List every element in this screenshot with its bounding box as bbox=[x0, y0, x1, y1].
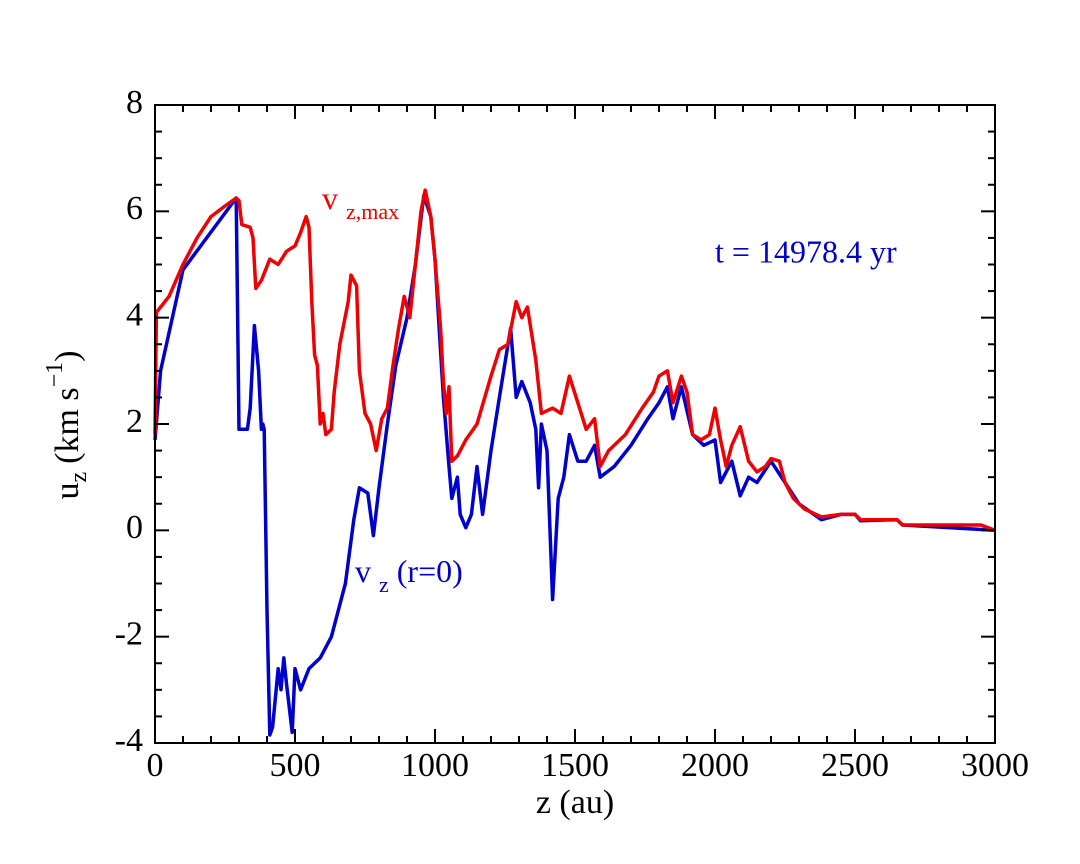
series-label-sub: z bbox=[379, 572, 389, 597]
x-axis-title: z (au) bbox=[536, 784, 614, 821]
x-tick-label: 2000 bbox=[681, 747, 749, 784]
y-axis-title-sub: z bbox=[66, 472, 92, 483]
y-tick-label: -4 bbox=[115, 722, 143, 759]
series-label: v z (r=0) bbox=[355, 553, 463, 597]
x-tick-label: 3000 bbox=[961, 747, 1029, 784]
x-tick-label: 2500 bbox=[821, 747, 889, 784]
y-tick-label: 4 bbox=[126, 296, 143, 333]
annotation: t = 14978.4 yr bbox=[715, 233, 897, 269]
y-tick-label: 0 bbox=[126, 509, 143, 546]
y-tick-label: 6 bbox=[126, 190, 143, 227]
x-tick-label: 500 bbox=[270, 747, 321, 784]
y-axis-title-main: u bbox=[49, 483, 86, 500]
y-axis-title-close: ) bbox=[49, 350, 86, 361]
series-label-main: v bbox=[355, 553, 371, 589]
x-tick-label: 0 bbox=[147, 747, 164, 784]
y-tick-label: 8 bbox=[126, 84, 143, 121]
series-label-sub: z,max bbox=[346, 199, 399, 224]
y-axis-title-sup: −1 bbox=[42, 362, 68, 388]
series-label-after: (r=0) bbox=[397, 553, 463, 589]
data-line bbox=[153, 188, 996, 532]
series-label: v z,max bbox=[322, 180, 399, 224]
plot-frame bbox=[154, 104, 996, 744]
x-tick-label: 1500 bbox=[541, 747, 609, 784]
y-axis-title: uz (km s−1) bbox=[42, 350, 92, 499]
y-axis-title-unit: (km s bbox=[49, 387, 86, 464]
x-tick-label: 1000 bbox=[401, 747, 469, 784]
y-tick-label: 2 bbox=[126, 403, 143, 440]
series-label-main: v bbox=[322, 180, 338, 216]
data-line bbox=[153, 193, 996, 737]
y-tick-label: -2 bbox=[115, 615, 143, 652]
